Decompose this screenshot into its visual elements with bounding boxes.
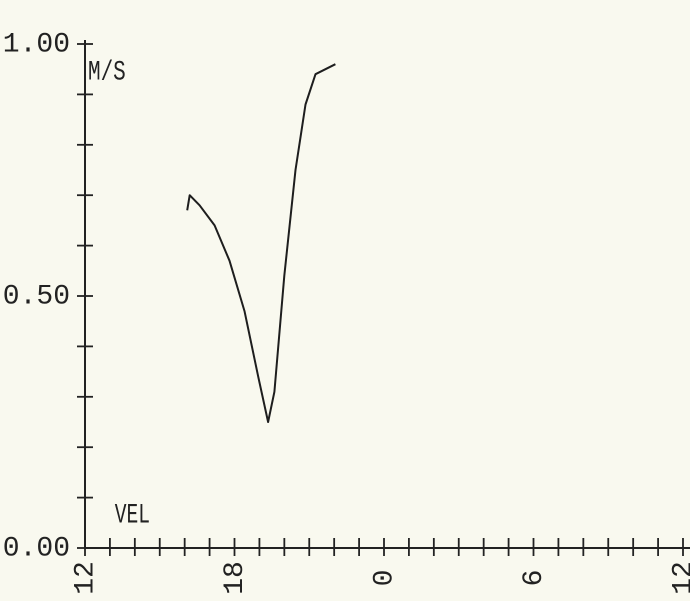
x-tick-label: 12 bbox=[70, 561, 101, 595]
x-tick-label: 6 bbox=[519, 570, 550, 587]
y-axis-label: M/S bbox=[88, 57, 126, 89]
x-tick-label: 18 bbox=[220, 561, 251, 595]
annotation: VEL bbox=[115, 500, 150, 531]
y-tick-label: 0.50 bbox=[3, 281, 70, 312]
y-tick-label: 1.00 bbox=[3, 29, 70, 60]
line bbox=[186, 63, 336, 423]
y-tick-label: 0.00 bbox=[3, 533, 70, 564]
x-tick-label: 12 bbox=[668, 561, 690, 595]
x-tick-label: 0 bbox=[369, 570, 400, 587]
